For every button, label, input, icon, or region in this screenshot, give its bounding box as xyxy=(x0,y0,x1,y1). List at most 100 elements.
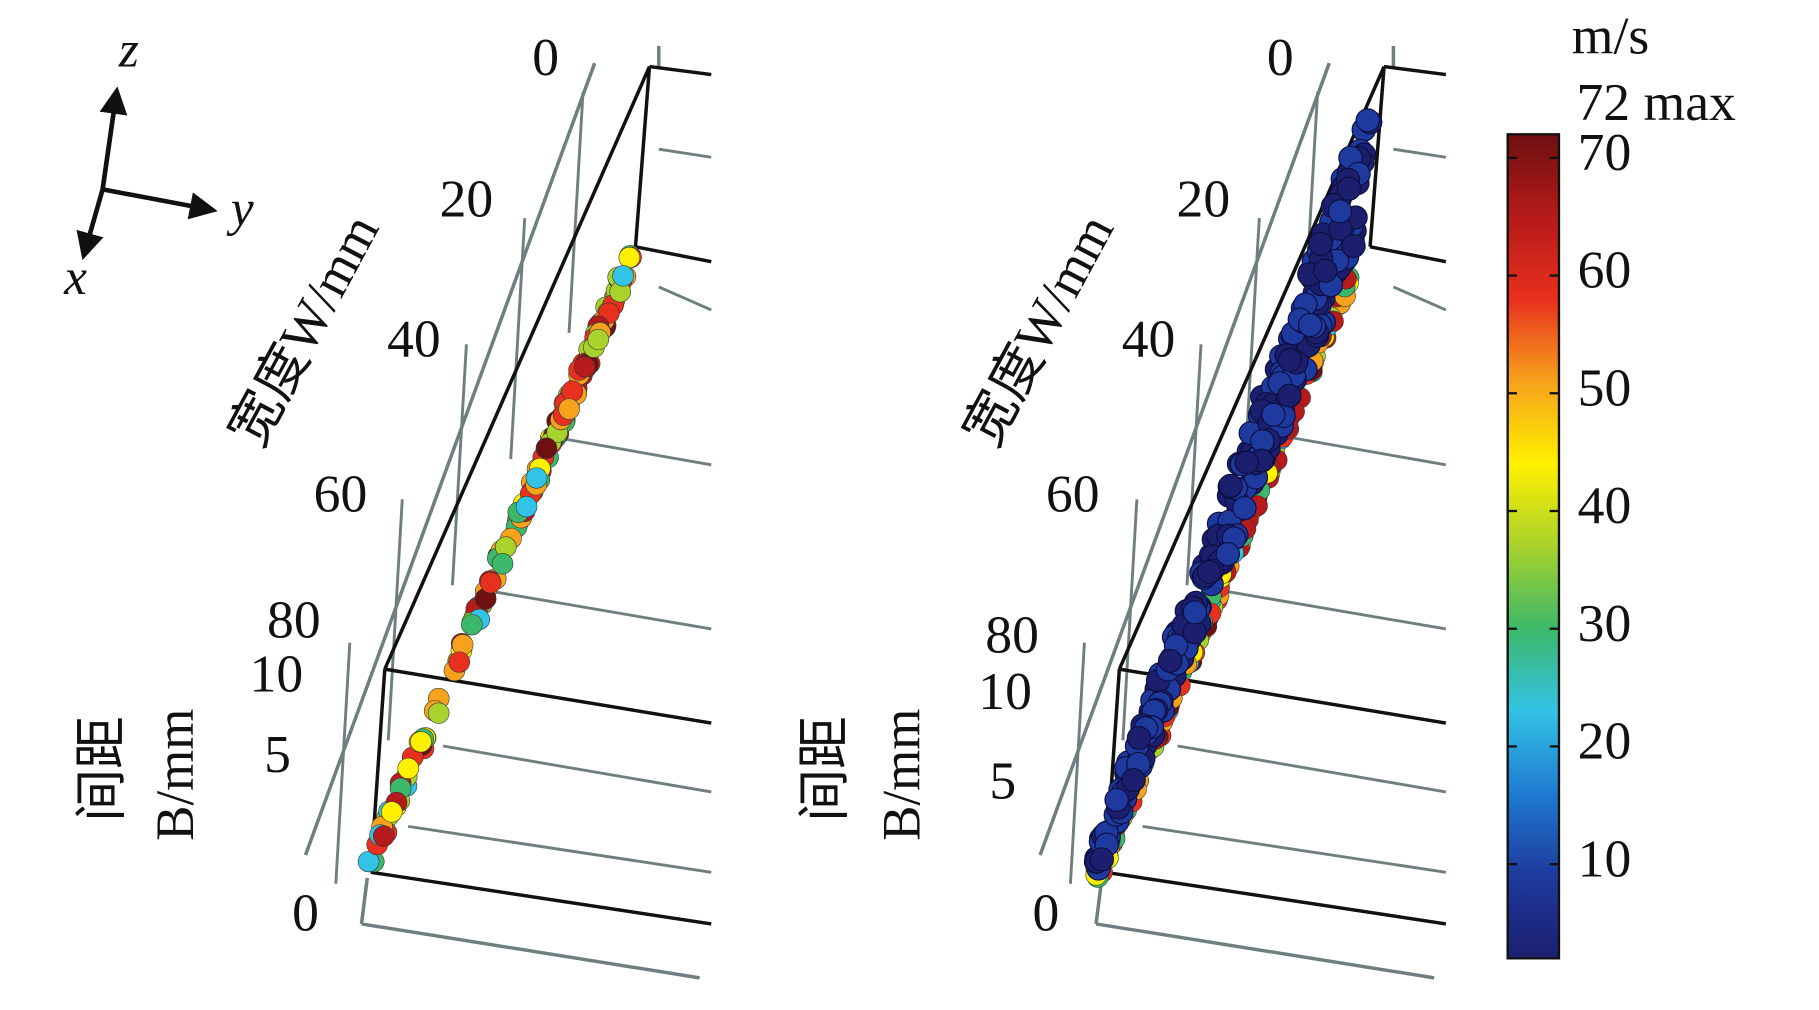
frame-line xyxy=(303,62,597,856)
frame-line xyxy=(1105,870,1447,926)
frame-line xyxy=(370,870,712,926)
particle xyxy=(1355,108,1380,133)
particle xyxy=(515,496,538,518)
frame-line xyxy=(489,589,712,631)
colorbar-tick-label: 40 xyxy=(1578,476,1632,535)
frame-line xyxy=(547,434,712,467)
w-tick-label: 0 xyxy=(532,29,559,88)
particle xyxy=(1261,402,1286,427)
b-axis-label: 间距 xyxy=(72,716,131,822)
axes-glyph xyxy=(76,86,218,261)
frame-line xyxy=(1224,589,1447,631)
particle xyxy=(573,356,596,378)
frame-line xyxy=(1392,285,1447,312)
frame-line xyxy=(658,147,712,159)
frame-line xyxy=(334,642,352,884)
frame-line xyxy=(1121,499,1139,741)
colorbar-max: 72 max xyxy=(1576,73,1735,132)
particle xyxy=(1215,542,1241,567)
w-tick-label: 20 xyxy=(440,170,494,229)
particle xyxy=(380,801,403,823)
frame-line xyxy=(384,667,712,725)
particle xyxy=(1182,600,1208,625)
w-tick-label: 60 xyxy=(1046,465,1100,524)
frame-line xyxy=(658,285,712,312)
particle xyxy=(561,380,584,402)
b-tick-label: 0 xyxy=(1033,884,1060,943)
particle xyxy=(448,651,471,673)
panel xyxy=(1038,45,1447,980)
particle xyxy=(1277,347,1302,372)
frame-line xyxy=(1177,744,1447,794)
w-axis-label: 宽度W/mm xyxy=(218,205,391,455)
particle xyxy=(410,731,432,753)
frame-line xyxy=(1383,64,1447,77)
particle xyxy=(1336,176,1362,201)
b-tick-label: 0 xyxy=(292,884,319,943)
particle xyxy=(1089,847,1115,872)
particle xyxy=(558,398,580,420)
frame-line xyxy=(649,64,712,77)
colorbar-tick-label: 30 xyxy=(1578,594,1632,653)
particle xyxy=(1121,767,1146,793)
b-tick-label: 5 xyxy=(264,725,291,784)
particle xyxy=(1157,648,1183,673)
particle xyxy=(451,634,474,656)
frame-line xyxy=(635,245,712,264)
frame-line xyxy=(1369,245,1447,264)
b-axis-label: 间距 xyxy=(795,716,854,822)
particle xyxy=(357,850,380,873)
particle xyxy=(525,467,548,489)
particle xyxy=(1126,725,1152,751)
particle xyxy=(1313,258,1338,283)
frame-line xyxy=(1095,922,1435,980)
particle xyxy=(427,702,450,724)
particle xyxy=(479,572,502,594)
particle xyxy=(1218,473,1243,498)
w-tick-label: 20 xyxy=(1177,170,1231,229)
b-tick-label: 10 xyxy=(250,645,304,704)
particle xyxy=(535,437,558,459)
colorbar-tick-label: 70 xyxy=(1578,123,1632,182)
particle xyxy=(612,265,634,287)
glyph-label: x xyxy=(63,250,87,306)
particle xyxy=(1234,450,1260,475)
frame-line xyxy=(633,66,652,247)
particle xyxy=(461,614,483,636)
colorbar-tick-label: 20 xyxy=(1578,712,1632,771)
frame-line xyxy=(1038,62,1331,856)
b-axis-label: B/mm xyxy=(146,709,205,841)
w-tick-label: 60 xyxy=(314,465,368,524)
frame-line xyxy=(1185,344,1203,586)
glyph-label: y xyxy=(226,181,254,237)
frame-line xyxy=(1142,824,1447,874)
particle xyxy=(1104,787,1129,812)
w-tick-label: 80 xyxy=(267,591,321,650)
panel xyxy=(303,45,712,980)
colorbar-tick-label: 10 xyxy=(1578,830,1632,889)
frame-line xyxy=(1282,434,1447,467)
particle xyxy=(491,553,514,575)
frame-line xyxy=(1068,642,1086,884)
w-tick-label: 0 xyxy=(1267,29,1294,88)
colorbar xyxy=(1506,133,1561,960)
frame-line xyxy=(386,499,404,741)
colorbar-tick-label: 50 xyxy=(1578,359,1632,418)
particle xyxy=(1232,496,1257,521)
particle xyxy=(618,246,641,269)
particle xyxy=(1297,312,1323,338)
particle xyxy=(1308,231,1333,256)
frame-line xyxy=(509,217,527,460)
b-axis-label: B/mm xyxy=(872,709,931,841)
particle xyxy=(587,328,610,351)
colorbar-tick-label: 60 xyxy=(1578,241,1632,300)
w-tick-label: 40 xyxy=(1122,310,1176,369)
frame-line xyxy=(442,744,712,794)
frame-line xyxy=(450,344,468,586)
w-tick-label: 80 xyxy=(985,606,1039,665)
particle xyxy=(372,825,395,847)
glyph-label: z xyxy=(118,23,139,79)
particle xyxy=(1341,233,1366,259)
